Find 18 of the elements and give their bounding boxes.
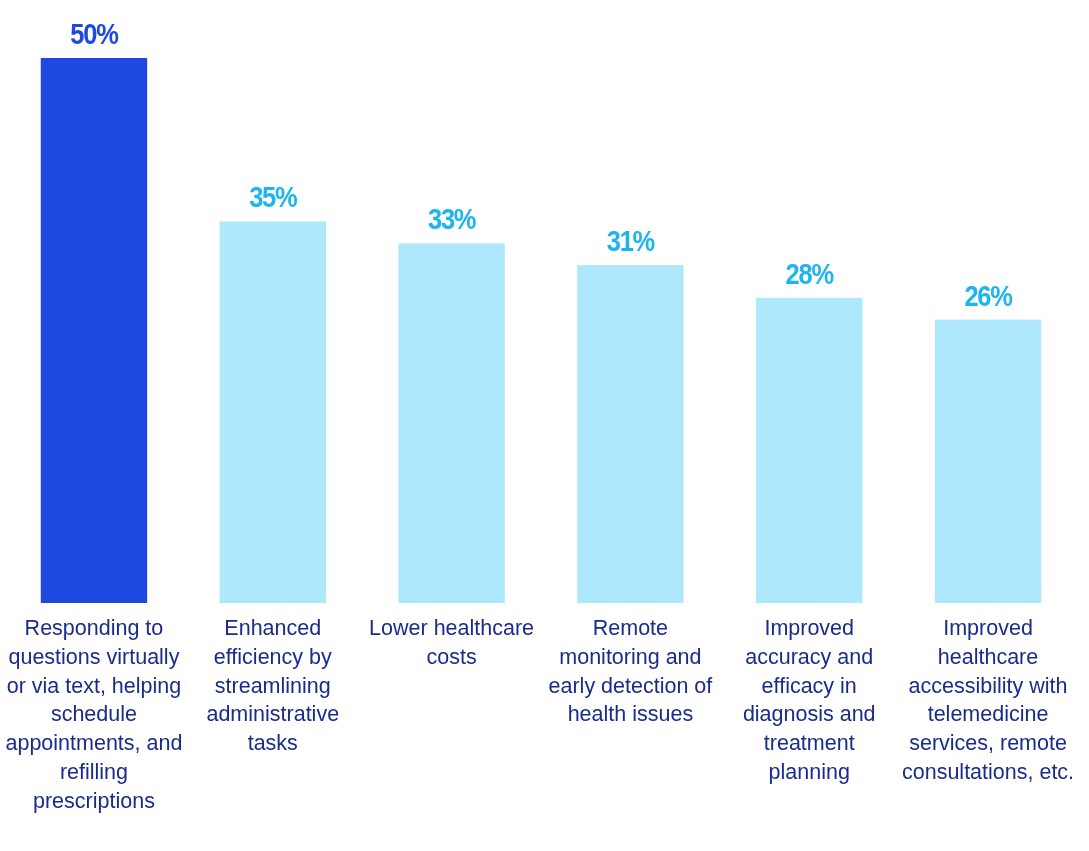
data-label: 50% [70, 17, 120, 51]
x-tick-label: Lower healthcare costs [369, 616, 535, 669]
x-tick-label: Improved healthcare accessibility with telemedicine services, remote consultations, etc. [901, 616, 1075, 784]
data-label: 33% [427, 202, 477, 236]
bar [219, 221, 326, 603]
bar [934, 319, 1042, 603]
bar [577, 265, 684, 603]
data-label: 26% [964, 278, 1014, 313]
x-tick-label: Improved accuracy and efficacy in diagnosis and treatment planning [742, 616, 876, 784]
bar [398, 243, 505, 603]
bar [40, 58, 148, 603]
data-label: 28% [785, 256, 835, 291]
x-tick-label: Enhanced efficiency by streamlining administrative tasks [206, 616, 340, 756]
data-label: 31% [606, 224, 656, 258]
x-tick-label: Responding to questions virtually or via text, helping schedule appointments, and refilling prescriptions [5, 616, 183, 813]
x-tick-label: Remote monitoring and early detection of health issues [548, 616, 713, 727]
data-label: 35% [249, 180, 298, 214]
bar [756, 297, 863, 603]
